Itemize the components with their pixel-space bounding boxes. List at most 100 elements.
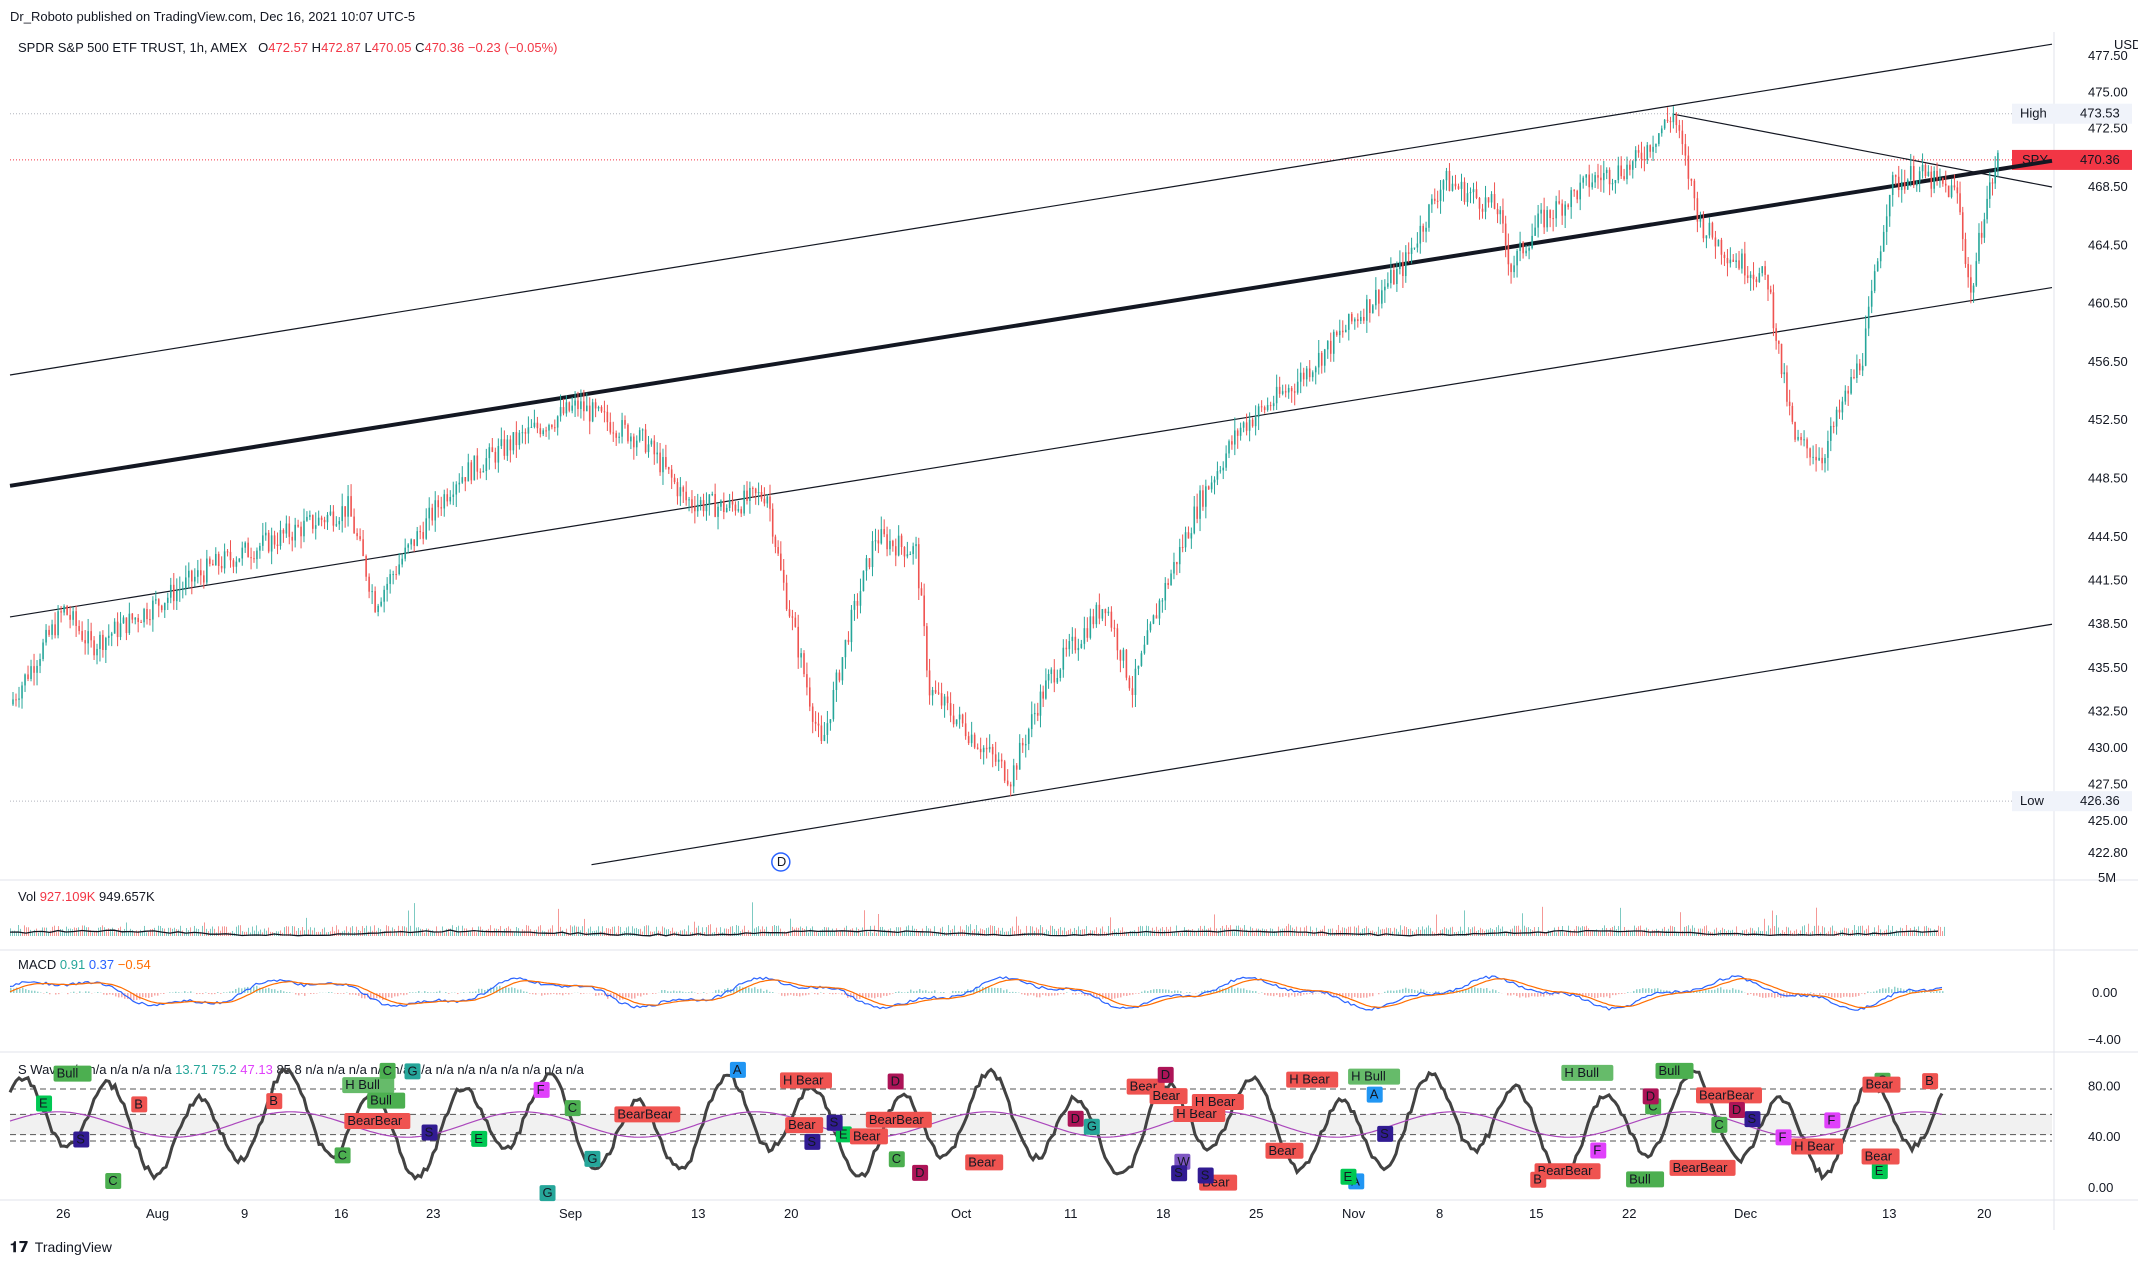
candle-body bbox=[1806, 439, 1808, 449]
volume-bar bbox=[666, 929, 667, 936]
macd-histogram-bar bbox=[1246, 989, 1248, 993]
macd-histogram-bar bbox=[226, 992, 228, 993]
macd-histogram-bar bbox=[1084, 993, 1086, 996]
macd-histogram-bar bbox=[298, 993, 300, 996]
volume-bar bbox=[1926, 925, 1927, 936]
macd-histogram-bar bbox=[955, 991, 957, 993]
volume-bar bbox=[1214, 914, 1215, 936]
candle-body bbox=[51, 624, 53, 635]
volume-bar bbox=[484, 931, 485, 936]
volume-bar bbox=[1788, 927, 1789, 936]
candle-body bbox=[509, 439, 512, 451]
wave-label: BearBear bbox=[869, 1112, 925, 1127]
candle-body bbox=[1176, 562, 1178, 565]
candle-body bbox=[1699, 217, 1702, 222]
volume-bar bbox=[1522, 913, 1523, 936]
volume-bar bbox=[1364, 928, 1365, 936]
volume-bar bbox=[568, 932, 569, 936]
wave-label: Bear bbox=[1865, 1148, 1893, 1163]
volume-bar bbox=[322, 928, 323, 936]
candle-body bbox=[1484, 197, 1487, 212]
volume-bar bbox=[628, 926, 629, 936]
macd-histogram-bar bbox=[145, 993, 147, 998]
candle-body bbox=[1950, 185, 1953, 198]
candle-body bbox=[1404, 252, 1407, 277]
volume-bar bbox=[1356, 927, 1357, 936]
volume-bar bbox=[1392, 931, 1393, 936]
macd-histogram-bar bbox=[724, 989, 726, 993]
wave-tail-9: n/a bbox=[500, 1062, 519, 1077]
candle-body bbox=[1867, 306, 1870, 329]
last-price-value: 470.36 bbox=[2080, 152, 2120, 167]
candle-body bbox=[859, 591, 862, 606]
candle-body bbox=[1296, 381, 1299, 393]
candle-body bbox=[87, 631, 89, 644]
macd-histogram-bar bbox=[883, 993, 885, 996]
macd-histogram-bar bbox=[1060, 993, 1062, 994]
candle-body bbox=[1431, 198, 1433, 205]
volume-bar bbox=[1516, 925, 1517, 936]
volume-bar bbox=[1468, 927, 1469, 936]
macd-histogram-bar bbox=[1591, 993, 1593, 998]
candle-body bbox=[329, 511, 332, 515]
volume-bar bbox=[876, 932, 877, 936]
price-tick-label: 427.50 bbox=[2088, 777, 2128, 792]
macd-histogram-bar bbox=[1942, 991, 1944, 993]
candle-body bbox=[398, 564, 400, 575]
volume-bar bbox=[440, 930, 441, 936]
volume-bar bbox=[1384, 929, 1385, 936]
candle-body bbox=[1332, 331, 1335, 354]
macd-histogram-bar bbox=[1606, 993, 1608, 997]
macd-histogram-bar bbox=[49, 993, 51, 995]
volume-bar bbox=[1628, 929, 1629, 936]
candle-body bbox=[1829, 425, 1832, 441]
volume-bar bbox=[256, 925, 257, 936]
volume-bar bbox=[136, 930, 137, 936]
candle-body bbox=[553, 427, 556, 429]
wave-label: H Bull bbox=[345, 1077, 380, 1092]
candle-body bbox=[627, 424, 629, 442]
candle-body bbox=[1844, 390, 1847, 402]
currency-label: USD bbox=[2114, 37, 2138, 52]
candle-body bbox=[1631, 161, 1634, 170]
candle-body bbox=[1687, 155, 1690, 179]
candle-body bbox=[1666, 119, 1669, 121]
macd-histogram-bar bbox=[1264, 993, 1266, 995]
candle-body bbox=[542, 430, 544, 435]
wave-label: S bbox=[830, 1115, 839, 1130]
macd-axis-tick: 0.00 bbox=[2092, 985, 2117, 1000]
wave-label: S bbox=[1747, 1111, 1756, 1126]
macd-histogram-bar bbox=[184, 991, 186, 993]
macd-histogram-bar bbox=[1417, 990, 1419, 993]
volume-bar bbox=[1498, 925, 1499, 936]
volume-bar bbox=[1378, 926, 1379, 936]
time-axis-label: 8 bbox=[1436, 1206, 1443, 1221]
candle-body bbox=[1594, 175, 1596, 183]
candle-body bbox=[413, 539, 415, 546]
volume-bar bbox=[566, 928, 567, 936]
candle-body bbox=[743, 490, 745, 514]
volume-bar bbox=[1166, 926, 1167, 936]
candle-body bbox=[737, 509, 740, 511]
candle-body bbox=[1608, 169, 1611, 185]
candle-body bbox=[1800, 436, 1802, 441]
macd-histogram-bar bbox=[871, 993, 873, 998]
candle-body bbox=[1018, 742, 1021, 770]
wave-label-bg bbox=[1824, 1112, 1841, 1129]
candle-body bbox=[1146, 630, 1149, 645]
macd-histogram-bar bbox=[1288, 993, 1290, 998]
candle-body bbox=[1422, 225, 1424, 232]
volume-bar bbox=[468, 930, 469, 936]
candle-body bbox=[915, 544, 917, 547]
candle-body bbox=[720, 500, 722, 507]
macd-histogram-bar bbox=[1654, 988, 1656, 993]
macd-histogram-bar bbox=[1393, 990, 1395, 993]
volume-bar bbox=[390, 930, 391, 936]
candle-body bbox=[467, 462, 470, 482]
macd-histogram-bar bbox=[868, 993, 870, 998]
macd-histogram-bar bbox=[1153, 989, 1155, 993]
volume-bar bbox=[1338, 925, 1339, 936]
candle-body bbox=[276, 544, 279, 547]
volume-bar bbox=[1000, 930, 1001, 936]
